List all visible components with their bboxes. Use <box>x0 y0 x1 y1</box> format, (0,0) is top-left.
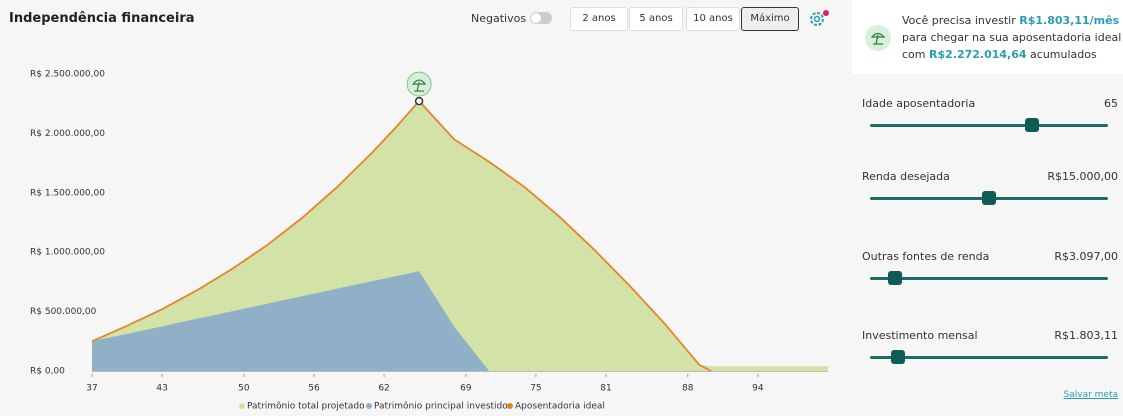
toggle-label: Negativos <box>471 12 527 25</box>
slider-label: Renda desejada <box>862 170 950 183</box>
y-tick-label: R$ 500.000,00 <box>30 307 97 317</box>
summary-middle: para chegar na sua aposentadoria ideal <box>902 31 1122 44</box>
slider-value: R$15.000,00 <box>1047 170 1118 183</box>
x-tick-label: 62 <box>378 384 389 394</box>
x-tick-label: 50 <box>238 384 250 394</box>
slider-thumb[interactable] <box>891 350 905 364</box>
beach-icon <box>865 25 891 51</box>
summary-total: R$2.272.014,64 <box>929 48 1027 61</box>
settings-icon[interactable] <box>808 8 832 30</box>
legend-swatch <box>366 403 372 409</box>
range-button[interactable]: 5 anos <box>629 7 683 31</box>
peak-point <box>414 96 424 106</box>
x-tick-label: 37 <box>86 384 97 394</box>
chart: R$ 0,00 R$ 500.000,00 R$ 1.000.000,00 R$ 1.… <box>30 70 828 412</box>
y-tick-label: R$ 1.000.000,00 <box>30 248 105 258</box>
slider-track[interactable] <box>870 356 1108 359</box>
peak-icon <box>411 79 427 92</box>
x-tick-label: 88 <box>682 384 694 394</box>
negatives-toggle[interactable] <box>530 12 552 24</box>
slider-track[interactable] <box>870 277 1108 280</box>
x-tick-label: 94 <box>752 384 764 394</box>
y-tick-label: R$ 1.500.000,00 <box>30 188 105 198</box>
y-tick-label: R$ 0,00 <box>30 367 65 377</box>
summary-text: Você precisa investir R$1.803,11/mês par… <box>902 12 1121 63</box>
slider: Investimento mensal R$1.803,11 <box>862 329 1118 389</box>
slider-value: R$1.803,11 <box>1054 329 1118 342</box>
x-tick-label: 56 <box>308 384 320 394</box>
range-button[interactable]: Máximo <box>741 7 799 31</box>
gear-hub <box>813 15 821 23</box>
notification-dot <box>823 10 829 16</box>
slider-label: Idade aposentadoria <box>862 97 976 110</box>
slider-value: R$3.097,00 <box>1054 250 1118 263</box>
save-link[interactable]: Salvar meta <box>1063 390 1118 400</box>
slider-label: Investimento mensal <box>862 329 978 342</box>
slider: Renda desejada R$15.000,00 <box>862 170 1118 230</box>
y-tick-label: R$ 2.500.000,00 <box>30 70 105 80</box>
slider: Outras fontes de renda R$3.097,00 <box>862 250 1118 310</box>
umbrella <box>870 32 886 45</box>
x-tick-label: 69 <box>460 384 472 394</box>
legend-swatch <box>507 403 513 409</box>
summary-monthly: R$1.803,11/mês <box>1019 14 1120 27</box>
slider: Idade aposentadoria 65 <box>862 97 1118 157</box>
toggle-knob <box>531 13 541 23</box>
slider-thumb[interactable] <box>1025 118 1039 132</box>
summary-intro: Você precisa investir <box>902 14 1016 27</box>
range-button[interactable]: 10 anos <box>686 7 740 31</box>
slider-label: Outras fontes de renda <box>862 250 990 263</box>
summary-prefix: com <box>902 48 926 61</box>
y-tick-label: R$ 2.000.000,00 <box>30 129 105 139</box>
legend-label: Patrimônio total projetado <box>247 401 365 412</box>
gear <box>810 12 824 26</box>
x-tick-label: 43 <box>156 384 167 394</box>
legend-label: Patrimônio principal investido <box>374 401 508 412</box>
summary-suffix: acumulados <box>1030 48 1097 61</box>
page-title: Independência financeira <box>9 11 195 26</box>
slider-thumb[interactable] <box>982 191 996 205</box>
icon-bg <box>865 25 891 51</box>
slider-value: 65 <box>1104 97 1118 110</box>
legend-label: Aposentadoria ideal <box>515 402 605 412</box>
x-tick-label: 81 <box>600 384 611 394</box>
area <box>92 271 828 371</box>
legend-swatch <box>239 403 245 409</box>
summary-card: Você precisa investir R$1.803,11/mês par… <box>852 0 1123 74</box>
line <box>91 99 712 372</box>
slider-track[interactable] <box>870 124 1108 127</box>
range-button[interactable]: 2 anos <box>570 7 628 31</box>
x-tick-label: 75 <box>530 384 541 394</box>
slider-thumb[interactable] <box>888 271 902 285</box>
